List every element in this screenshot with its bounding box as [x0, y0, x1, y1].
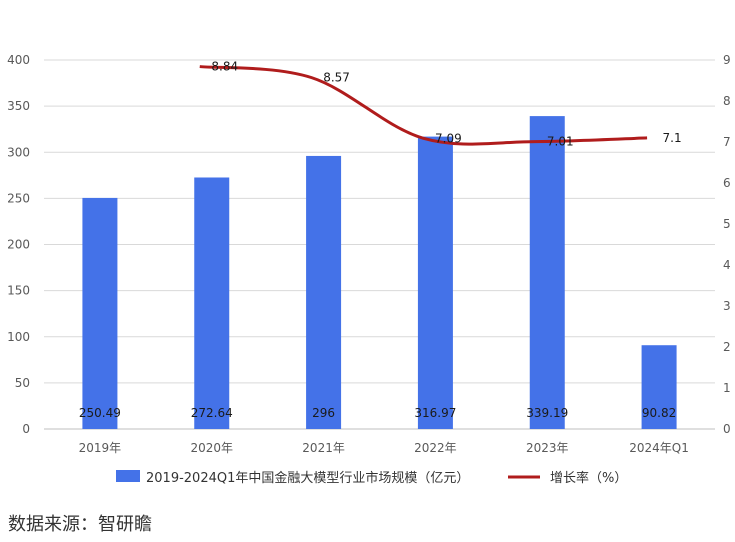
bar-value-label: 250.49 [79, 406, 121, 420]
x-tick-label: 2023年 [526, 441, 569, 455]
legend-label-line: 增长率（%） [550, 470, 627, 486]
line-value-label: 7.1 [663, 131, 682, 145]
y-left-tick-label: 50 [15, 376, 30, 390]
x-tick-label: 2024年Q1 [629, 441, 689, 455]
bar [417, 136, 453, 430]
growth-line [199, 65, 648, 146]
bar [82, 197, 118, 429]
watermark: 搜狐号@智研瞻 [606, 7, 704, 24]
y-left-tick-label: 250 [7, 191, 30, 205]
y-right-tick-label: 7 [723, 135, 731, 149]
y-right-tick-label: 1 [723, 381, 731, 395]
y-right-tick-label: 6 [723, 176, 731, 190]
line-value-label: 8.84 [211, 60, 238, 74]
line-value-label: 8.57 [323, 71, 350, 85]
x-tick-label: 2022年 [414, 441, 457, 455]
bar-value-label: 272.64 [191, 406, 233, 420]
y-right-tick-label: 8 [723, 94, 731, 108]
bar [194, 177, 230, 429]
y-left-tick-label: 300 [7, 145, 30, 159]
y-left-tick-label: 400 [7, 53, 30, 67]
y-right-tick-label: 5 [723, 217, 731, 231]
line-value-label: 7.09 [435, 131, 462, 145]
axis-ticks: 0 50 100 150 200 250 300 350 400 0 1 2 3 4 5 6 7 8 9 2019年 2… [7, 53, 731, 455]
source-note: 数据来源：智研瞻 [8, 514, 152, 535]
bar [306, 155, 342, 429]
x-tick-label: 2019年 [79, 441, 122, 455]
bar [641, 345, 677, 429]
bar-value-label: 296 [312, 406, 335, 420]
bar-value-label: 316.97 [414, 406, 456, 420]
legend-label-bar: 2019-2024Q1年中国金融大模型行业市场规模（亿元） [146, 470, 469, 486]
y-left-tick-label: 200 [7, 238, 30, 252]
y-right-tick-label: 0 [723, 422, 731, 436]
y-right-tick-label: 3 [723, 299, 731, 313]
y-right-tick-label: 9 [723, 53, 731, 67]
x-tick-label: 2020年 [190, 441, 233, 455]
bar-value-label: 339.19 [526, 406, 568, 420]
y-right-tick-label: 4 [723, 258, 731, 272]
y-left-tick-label: 0 [22, 422, 30, 436]
y-left-tick-label: 100 [7, 330, 30, 344]
y-left-tick-label: 350 [7, 99, 30, 113]
legend: 2019-2024Q1年中国金融大模型行业市场规模（亿元） 增长率（%） [116, 470, 627, 486]
x-tick-label: 2021年 [302, 441, 345, 455]
data-labels: 250.49 272.64 296 316.97 339.19 90.82 8.84 8.57… [79, 60, 682, 420]
gridlines [44, 59, 715, 430]
y-right-tick-label: 2 [723, 340, 731, 354]
line-value-label: 7.01 [547, 135, 574, 149]
bar-value-label: 90.82 [642, 406, 676, 420]
y-left-tick-label: 150 [7, 284, 30, 298]
legend-swatch-bar [116, 470, 140, 482]
bar [529, 116, 565, 429]
bars [82, 116, 677, 430]
